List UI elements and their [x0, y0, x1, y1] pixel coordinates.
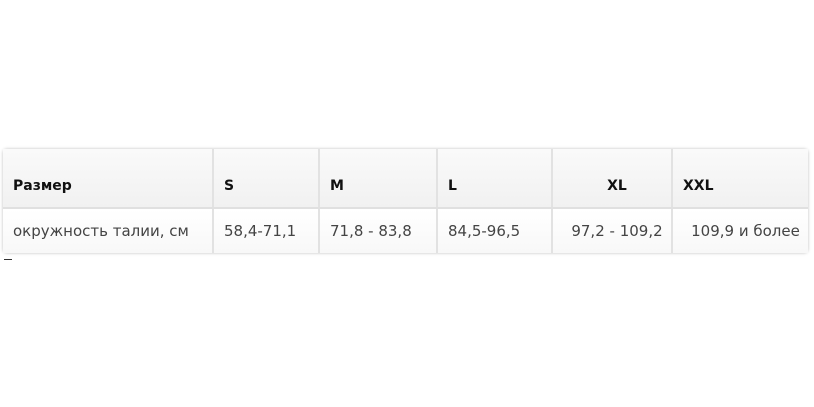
row-label: окружность талии, см	[3, 208, 214, 253]
header-row: Размер S M L XL XXL	[3, 149, 808, 209]
cell-xl: 97,2 - 109,2	[552, 208, 673, 253]
size-table: Размер S M L XL XXL окружность талии, см…	[3, 149, 808, 253]
cell-l: 84,5-96,5	[437, 208, 553, 253]
header-xxl: XXL	[672, 149, 808, 209]
header-m: M	[319, 149, 438, 209]
text-cursor	[4, 259, 12, 260]
header-size: Размер	[3, 149, 214, 209]
header-s: S	[213, 149, 320, 209]
header-xl: XL	[552, 149, 673, 209]
table-row: окружность талии, см 58,4-71,1 71,8 - 83…	[3, 208, 808, 253]
cell-s: 58,4-71,1	[213, 208, 320, 253]
cell-xxl: 109,9 и более	[672, 208, 808, 253]
cell-m: 71,8 - 83,8	[319, 208, 438, 253]
header-l: L	[437, 149, 553, 209]
